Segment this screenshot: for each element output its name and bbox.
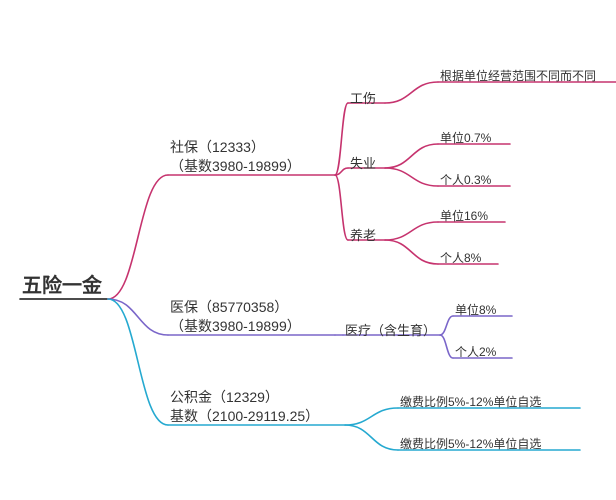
branch-shebao-leaf-1-1: 个人0.3% xyxy=(440,172,491,188)
branch-shebao-leaf-1-0: 单位0.7% xyxy=(440,130,491,146)
branch-yibao: 医保（85770358） （基数3980-19899） xyxy=(170,298,301,336)
branch-yibao-child-0: 医疗（含生育） xyxy=(345,322,436,340)
branch-shebao-leaf-2-1: 个人8% xyxy=(440,250,481,266)
branch-gongjijin-leaf-0-0: 缴费比例5%-12%单位自选 xyxy=(400,394,541,410)
branch-yibao-leaf-0-0: 单位8% xyxy=(455,302,496,318)
branch-shebao-child-2: 养老 xyxy=(350,227,376,245)
branch-shebao: 社保（12333） （基数3980-19899） xyxy=(170,138,301,176)
branch-gongjijin-leaf-0-1: 缴费比例5%-12%单位自选 xyxy=(400,436,541,452)
branch-shebao-child-0: 工伤 xyxy=(350,90,376,108)
branch-shebao-child-1: 失业 xyxy=(350,155,376,173)
branch-shebao-leaf-2-0: 单位16% xyxy=(440,208,488,224)
root-node: 五险一金 xyxy=(22,273,102,300)
branch-shebao-leaf-0-0: 根据单位经营范围不同而不同 xyxy=(440,68,596,84)
branch-gongjijin: 公积金（12329） 基数（2100-29119.25） xyxy=(170,388,319,426)
branch-yibao-leaf-0-1: 个人2% xyxy=(455,344,496,360)
